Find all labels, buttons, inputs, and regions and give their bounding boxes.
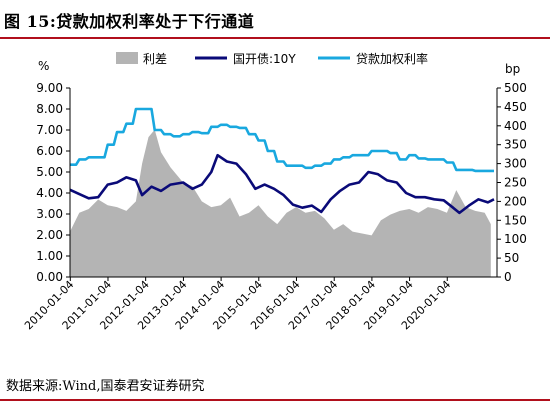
right-tick-label: 100 [504, 232, 527, 246]
left-tick-label: 1.00 [36, 249, 63, 263]
left-tick-label: 9.00 [36, 81, 63, 95]
right-tick-label: 0 [504, 270, 512, 284]
right-tick-label: 300 [504, 157, 527, 171]
source-note: 数据来源:Wind,国泰君安证券研究 [6, 379, 205, 394]
series-line-cdb-10y [69, 153, 495, 215]
header-rule [0, 37, 550, 39]
footer-rule [0, 399, 550, 401]
left-tick-label: 0.00 [36, 270, 63, 284]
legend-label: 利差 [143, 52, 167, 66]
right-tick-label: 200 [504, 194, 527, 208]
right-tick-label: 450 [504, 100, 527, 114]
series-line-loan-rate [70, 107, 494, 173]
right-tick-label: 50 [504, 251, 519, 265]
right-tick-label: 400 [504, 119, 527, 133]
chart: 利差 国开债:10Y 贷款加权利率 % bp 0.00 1.00 2.00 3.00 4.0… [22, 51, 527, 332]
right-axis-unit: bp [505, 62, 520, 76]
legend: 利差 国开债:10Y 贷款加权利率 [116, 51, 428, 66]
left-tick-label: 8.00 [36, 102, 63, 116]
plot-area [69, 107, 495, 277]
left-tick-label: 2.00 [36, 228, 63, 242]
right-tick-label: 500 [504, 81, 527, 95]
left-tick-label: 6.00 [36, 144, 63, 158]
left-tick-label: 3.00 [36, 207, 63, 221]
series-area-spread [70, 129, 491, 277]
right-tick-label: 350 [504, 138, 527, 152]
left-tick-label: 5.00 [36, 165, 63, 179]
left-axis-unit: % [38, 59, 49, 73]
figure-title: 图 15:贷款加权利率处于下行通道 [4, 12, 255, 31]
legend-label: 国开债:10Y [233, 52, 296, 66]
right-tick-label: 150 [504, 213, 527, 227]
left-tick-label: 7.00 [36, 123, 63, 137]
right-tick-label: 250 [504, 176, 527, 190]
figure-header: 图 15:贷款加权利率处于下行通道 [0, 0, 550, 39]
left-tick-label: 4.00 [36, 186, 63, 200]
legend-label: 贷款加权利率 [356, 51, 428, 66]
legend-swatch-spread [116, 52, 138, 64]
